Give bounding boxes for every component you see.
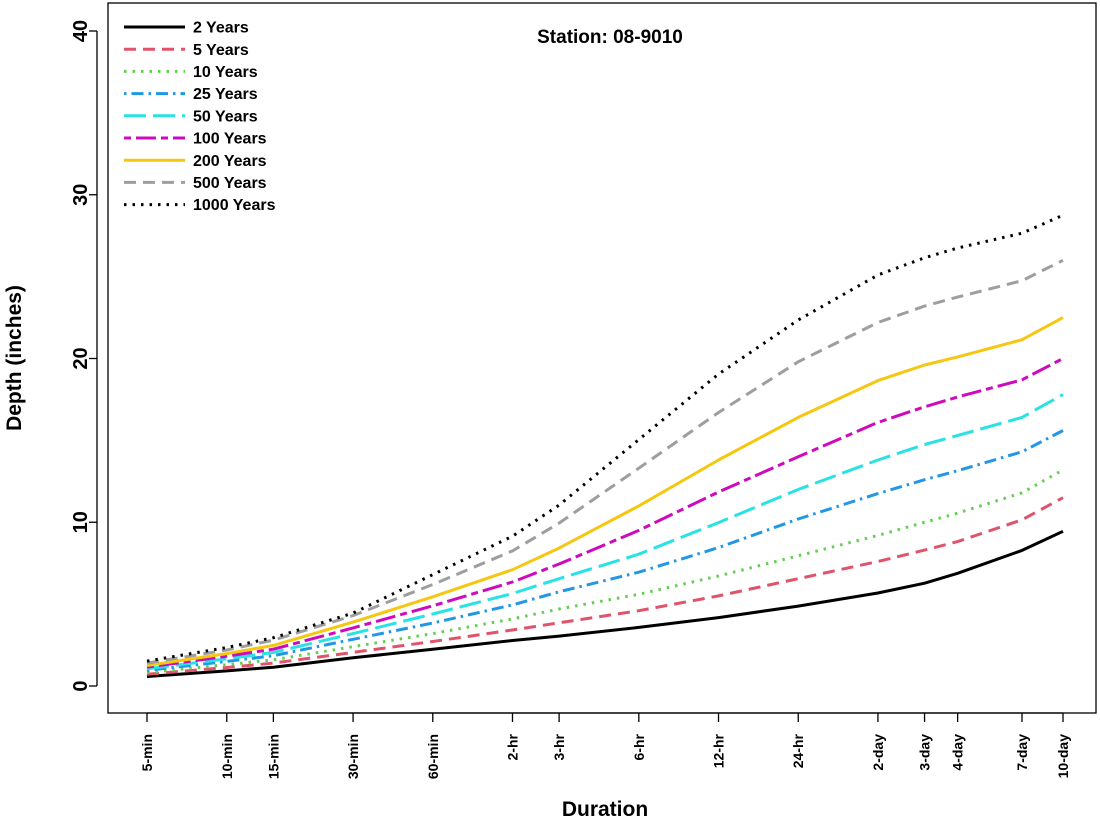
x-tick-label: 10-day [1055, 734, 1071, 779]
series-line-10-years [146, 468, 1064, 675]
x-axis-title: Duration [562, 798, 648, 821]
x-tick-label: 60-min [425, 734, 441, 779]
x-tick-label: 4-day [950, 734, 966, 771]
y-axis-title: Depth (inches) [3, 285, 26, 431]
y-tick-label: 10 [70, 511, 92, 533]
y-tick-label: 30 [70, 184, 92, 206]
series-line-1000-years [146, 213, 1064, 663]
legend-label: 100 Years [193, 131, 267, 148]
x-tick-label: 7-day [1014, 734, 1030, 771]
x-tick-label: 10-min [219, 734, 235, 779]
legend-label: 5 Years [193, 42, 249, 59]
series-line-100-years [146, 357, 1064, 669]
legend-label: 25 Years [193, 86, 258, 103]
legend-label: 1000 Years [193, 197, 276, 214]
x-tick-label: 15-min [265, 734, 281, 779]
y-axis: 0 10 20 30 40 [70, 20, 98, 692]
legend-label: 10 Years [193, 64, 258, 81]
series-line-25-years [146, 429, 1064, 672]
series-line-500-years [146, 258, 1064, 665]
x-tick-label: 3-day [917, 734, 933, 771]
y-tick-label: 0 [70, 680, 92, 691]
series-layer [146, 213, 1064, 678]
x-tick-label: 6-hr [631, 733, 647, 760]
x-tick-label: 12-hr [711, 733, 727, 768]
x-tick-label: 30-min [345, 734, 361, 779]
legend: 2 Years 5 Years 10 Years 25 Years 50 Years 10… [124, 20, 276, 214]
legend-label: 50 Years [193, 108, 258, 125]
series-line-2-years [146, 529, 1064, 678]
series-line-5-years [146, 496, 1064, 676]
y-tick-label: 20 [70, 347, 92, 369]
legend-label: 200 Years [193, 153, 267, 170]
x-tick-label: 24-hr [790, 733, 806, 768]
x-tick-label: 2-day [870, 734, 886, 771]
series-line-50-years [146, 393, 1064, 671]
series-line-200-years [146, 316, 1064, 667]
x-tick-label: 5-min [139, 734, 155, 771]
legend-label: 2 Years [193, 20, 249, 37]
legend-label: 500 Years [193, 175, 267, 192]
x-tick-label: 3-hr [551, 733, 567, 760]
x-tick-label: 2-hr [504, 733, 520, 760]
y-tick-label: 40 [70, 20, 92, 42]
chart-title: Station: 08-9010 [537, 27, 683, 48]
x-axis: 5-min 10-min 15-min 30-min 60-min 2-hr 3-hr 6-h… [139, 712, 1071, 779]
